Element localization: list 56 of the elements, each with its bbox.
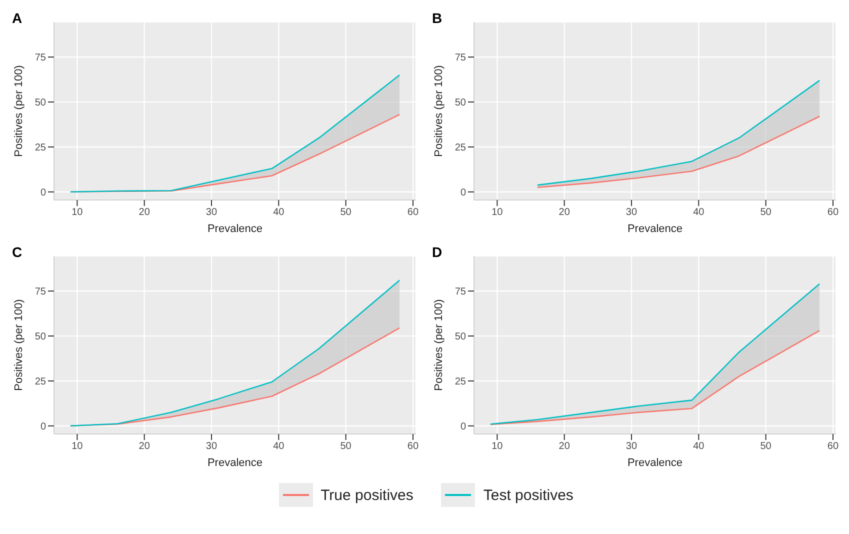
x-tick-label: 50 [760, 441, 772, 452]
x-tick-label: 20 [558, 441, 570, 452]
y-tick-label: 25 [34, 142, 46, 154]
y-tick-label: 25 [454, 376, 466, 388]
y-tick-label: 50 [34, 332, 46, 343]
y-tick-label: 25 [34, 376, 46, 388]
y-tick-label: 0 [460, 421, 466, 432]
x-axis-title: Prevalence [207, 457, 263, 469]
y-tick-label: 50 [34, 98, 46, 109]
x-tick-label: 50 [340, 441, 352, 452]
x-tick-label: 60 [827, 441, 839, 452]
y-axis-title: Positives (per 100) [12, 299, 25, 391]
x-tick-label: 10 [72, 207, 84, 218]
chart-title: A [12, 10, 22, 26]
x-tick-label: 60 [407, 207, 419, 218]
x-tick-label: 50 [760, 207, 772, 218]
chart-title: D [432, 244, 442, 260]
y-tick-label: 75 [34, 52, 46, 64]
x-tick-label: 20 [138, 441, 150, 452]
line-series [536, 116, 820, 188]
y-tick-label: 75 [34, 286, 46, 298]
line-series [490, 330, 820, 426]
x-axis-title: Prevalence [627, 223, 683, 235]
x-tick-label: 50 [340, 207, 352, 218]
legend-label: Test positives [483, 486, 574, 504]
x-tick-label: 40 [693, 441, 705, 452]
chart-title: B [432, 10, 442, 26]
x-tick-label: 60 [827, 207, 839, 218]
x-tick-label: 40 [273, 441, 285, 452]
x-tick-label: 40 [273, 207, 285, 218]
chart-title: C [12, 244, 22, 260]
y-tick-label: 0 [460, 187, 466, 198]
x-tick-label: 40 [693, 207, 705, 218]
x-tick-label: 30 [206, 441, 218, 452]
x-tick-label: 30 [626, 207, 638, 218]
x-axis-title: Prevalence [627, 457, 683, 469]
x-tick-label: 20 [138, 207, 150, 218]
x-tick-label: 30 [206, 207, 218, 218]
y-tick-label: 75 [454, 286, 466, 298]
y-tick-label: 0 [40, 421, 46, 432]
y-tick-label: 25 [454, 142, 466, 154]
x-axis-title: Prevalence [207, 223, 263, 235]
x-tick-label: 10 [492, 207, 504, 218]
y-axis-title: Positives (per 100) [432, 65, 445, 157]
x-tick-label: 10 [492, 441, 504, 452]
x-tick-label: 30 [626, 441, 638, 452]
x-tick-label: 60 [407, 441, 419, 452]
y-tick-label: 50 [454, 332, 466, 343]
x-tick-label: 10 [72, 441, 84, 452]
legend-label: True positives [320, 486, 414, 504]
y-tick-label: 75 [454, 52, 466, 64]
y-axis-title: Positives (per 100) [12, 65, 25, 157]
y-tick-label: 50 [454, 98, 466, 109]
x-tick-label: 20 [558, 207, 570, 218]
y-tick-label: 0 [40, 187, 46, 198]
y-axis-title: Positives (per 100) [432, 299, 445, 391]
